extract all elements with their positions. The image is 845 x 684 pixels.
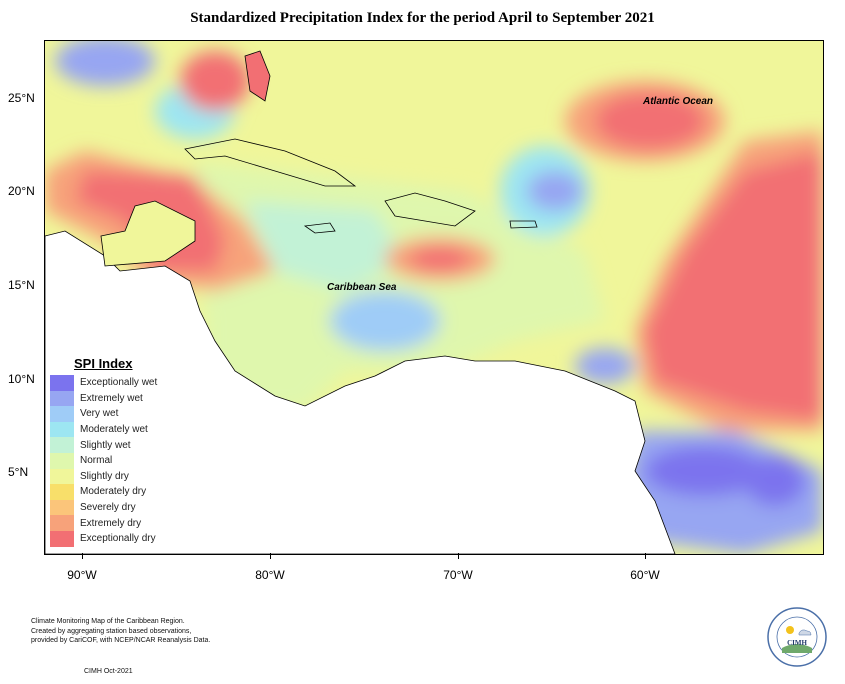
ytick-label-10n: 10°N [8,372,35,386]
slightly-wet-zone [245,201,405,291]
xtick-label-70w: 70°W [443,568,473,582]
legend-item: Exceptionally wet [50,375,178,391]
legend-label: Severely dry [80,502,136,514]
ytick-label-15n: 15°N [8,278,35,292]
legend-item: Slightly wet [50,437,178,453]
legend-item: Very wet [50,406,178,422]
land-masses [45,50,676,554]
legend-swatch [50,468,74,485]
florida-peninsula [244,50,271,102]
legend-item: Exceptionally dry [50,530,178,547]
legend-label: Extremely wet [80,392,143,404]
legend-item: Extremely dry [50,515,178,531]
spi-field [45,41,823,554]
legend-rows: Exceptionally wet Extremely wet Very wet Mo… [50,375,178,547]
legend-item: Severely dry [50,499,178,516]
atlantic-ocean-label: Atlantic Ocean [642,96,713,107]
spi-map: Atlantic Ocean Caribbean Sea [44,40,824,555]
extremely-wet-zone-gulf [55,41,155,86]
legend-label: Extremely dry [80,517,142,529]
spi-legend: SPI Index Exceptionally wet Extremely wet… [50,356,178,547]
legend-swatch [50,530,74,547]
legend-item: Moderately wet [50,421,178,438]
logo-text: CIMH [787,639,807,647]
legend-swatch [50,484,74,500]
ytick-label-25n: 25°N [8,91,35,105]
legend-label: Slightly wet [80,439,131,451]
yucatan-peninsula [100,200,196,267]
legend-swatch [50,499,74,516]
exceptionally-dry-zone-florida [180,51,250,111]
xtick-mark [458,553,459,559]
exceptionally-dry-zone-sea [410,247,470,271]
xtick-label-90w: 90°W [67,568,97,582]
legend-item: Extremely wet [50,390,178,407]
footer-date: CIMH Oct-2021 [84,668,133,675]
landscape-icon [782,644,812,653]
cimh-logo: CIMH [767,607,827,667]
exceptionally-wet-zone-guianas [645,446,765,496]
ytick-label-5n: 5°N [8,465,29,479]
xtick-label-60w: 60°W [630,568,660,582]
legend-item: Slightly dry [50,468,178,485]
legend-label: Exceptionally dry [80,533,156,545]
footer-line: Created by aggregating station based obs… [31,627,192,635]
xtick-mark [645,553,646,559]
very-wet-zone-sea [330,291,440,351]
legend-swatch [50,375,74,391]
legend-label: Very wet [80,408,119,420]
mainland-america [45,230,676,554]
footer-line: provided by CariCOF, with NCEP/NCAR Rean… [31,637,211,644]
cuba-outline [184,138,357,187]
exceptionally-dry-zone-atlantic [595,93,705,149]
legend-swatch [50,390,74,407]
legend-title: SPI Index [74,356,133,371]
jamaica-outline [303,222,336,234]
hispaniola-outline [384,192,476,227]
legend-label: Moderately wet [80,424,148,436]
extremely-wet-zone-trinidad [575,348,635,384]
legend-label: Exceptionally wet [80,377,158,389]
exceptionally-wet-zone-suriname [745,456,805,506]
cloud-icon [798,629,812,636]
extremely-wet-zone-atlantic [527,171,583,211]
legend-label: Slightly dry [80,470,129,482]
legend-label: Moderately dry [80,486,147,498]
puerto-rico-outline [509,220,538,229]
xtick-label-80w: 80°W [255,568,285,582]
sun-icon [786,626,794,634]
legend-label: Normal [80,455,113,467]
legend-swatch [50,452,74,469]
footer-note: Climate Monitoring Map of the Caribbean … [31,617,210,646]
xtick-mark [82,553,83,559]
footer-line: Climate Monitoring Map of the Caribbean … [31,618,185,625]
map-title: Standardized Precipitation Index for the… [190,10,655,26]
legend-item: Normal [50,452,178,469]
legend-swatch [50,406,74,422]
spi-map-canvas: Atlantic Ocean Caribbean Sea [45,41,823,554]
ytick-label-20n: 20°N [8,184,35,198]
xtick-mark [270,553,271,559]
legend-item: Moderately dry [50,484,178,500]
exceptionally-dry-zone-east [645,151,823,421]
legend-swatch [50,437,74,453]
legend-swatch [50,515,74,531]
legend-swatch [50,421,74,438]
caribbean-sea-label: Caribbean Sea [327,282,397,293]
